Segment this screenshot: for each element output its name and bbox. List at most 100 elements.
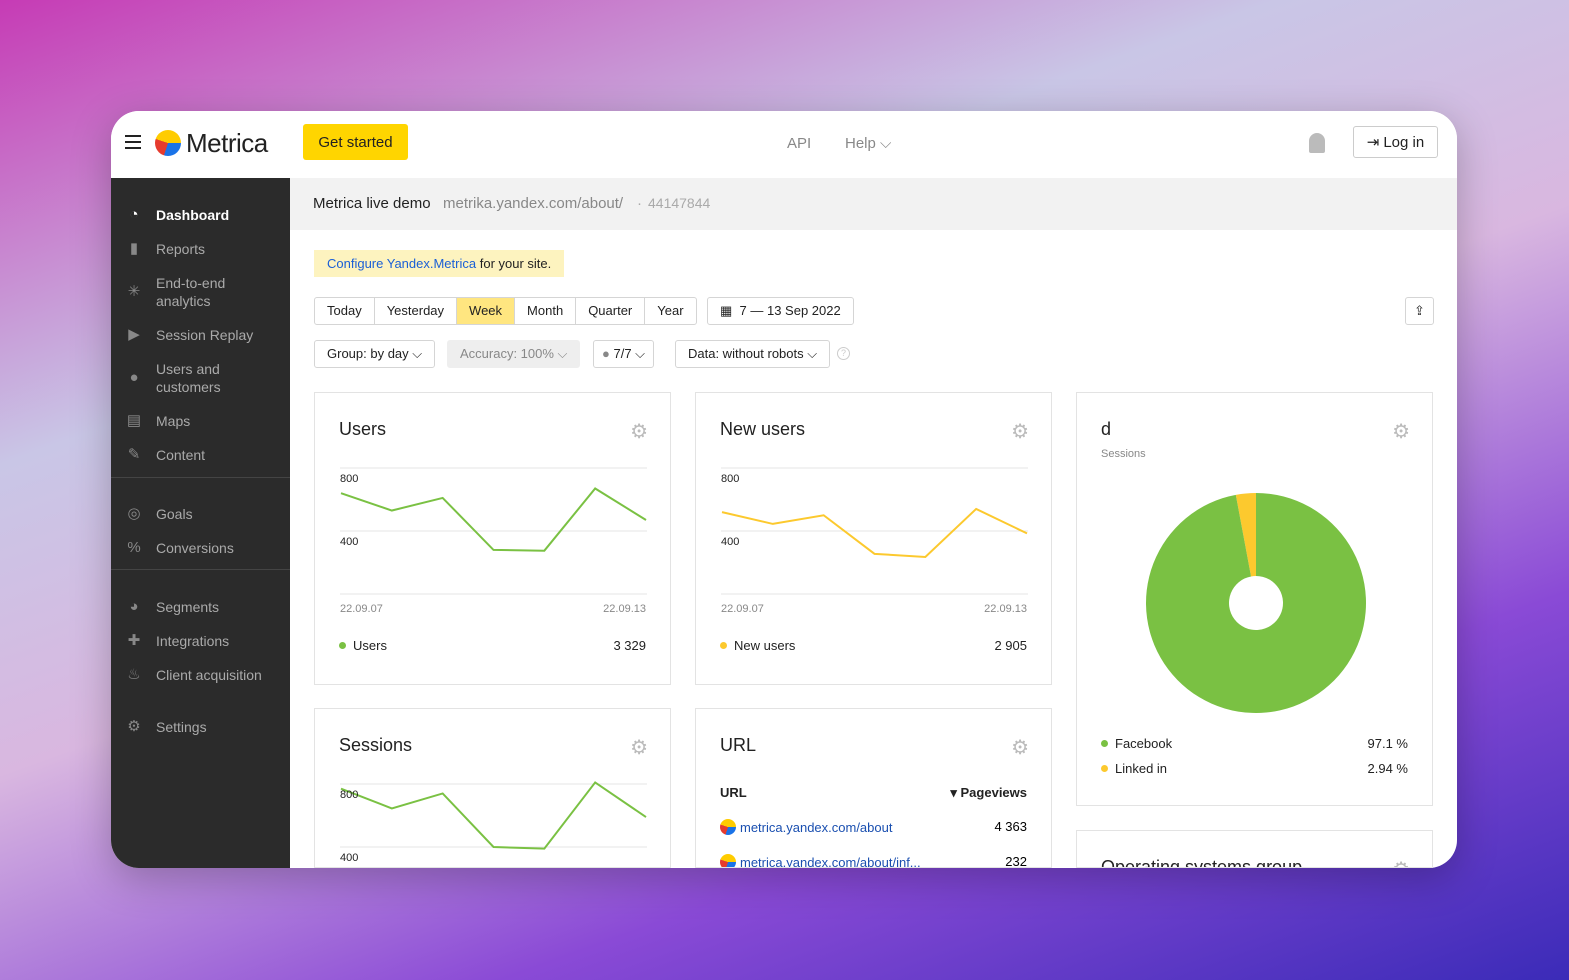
widget-title: URL bbox=[720, 735, 757, 755]
get-started-button[interactable]: Get started bbox=[303, 124, 408, 160]
table-row: metrica.yandex.com/about 4 363 bbox=[720, 819, 1027, 837]
sidebar-item-label: Segments bbox=[156, 599, 220, 615]
sidebar-item-integrations[interactable]: ✚ Integrations bbox=[111, 632, 290, 650]
group-dropdown[interactable]: Group: by day ⌵ bbox=[314, 340, 436, 368]
login-label: Log in bbox=[1383, 133, 1425, 151]
period-today[interactable]: Today bbox=[315, 298, 375, 324]
legend-label: New users bbox=[734, 638, 796, 653]
period-yesterday[interactable]: Yesterday bbox=[375, 298, 458, 324]
new-users-widget: New users ⚙ 800 400 22.09.07 22.09.13 Ne… bbox=[695, 392, 1052, 685]
sidebar-item-maps[interactable]: ▤ Maps bbox=[111, 412, 290, 430]
gauge-icon: ◔ bbox=[129, 206, 139, 223]
sidebar-item-settings[interactable]: ⚙ Settings bbox=[111, 718, 290, 736]
separator-dot: · bbox=[637, 195, 642, 212]
export-button[interactable]: ⇪ bbox=[1405, 297, 1434, 325]
accuracy-dropdown[interactable]: Accuracy: 100% ⌵ bbox=[447, 340, 581, 368]
bell-icon[interactable] bbox=[1309, 133, 1325, 153]
url-link[interactable]: metrica.yandex.com/about bbox=[740, 820, 893, 835]
sidebar-item-session-replay[interactable]: ▶ Session Replay bbox=[111, 326, 290, 344]
url-widget: URL ⚙ URL ▾ Pageviews metrica.yandex.com… bbox=[695, 708, 1052, 868]
attribution-label: 7/7 bbox=[613, 346, 632, 361]
sidebar-item-reports[interactable]: ▮ Reports bbox=[111, 240, 290, 258]
pageviews-value: 4 363 bbox=[994, 819, 1027, 834]
gear-icon[interactable]: ⚙ bbox=[1392, 857, 1410, 867]
date-range-picker[interactable]: ▦ 7 — 13 Sep 2022 bbox=[707, 297, 854, 325]
period-selector: Today Yesterday Week Month Quarter Year bbox=[314, 297, 697, 325]
sidebar-item-content[interactable]: ✎ Content bbox=[111, 446, 290, 464]
period-year[interactable]: Year bbox=[657, 303, 684, 318]
new-users-line-chart bbox=[721, 467, 1028, 595]
help-menu[interactable]: Help ⌵ bbox=[845, 135, 891, 152]
gear-icon[interactable]: ⚙ bbox=[1392, 421, 1410, 443]
gear-icon[interactable]: ⚙ bbox=[1011, 737, 1029, 759]
menu-icon[interactable] bbox=[125, 135, 141, 149]
url-link[interactable]: metrica.yandex.com/about/inf... bbox=[740, 855, 921, 868]
app-window: Metrica Get started API Help ⌵ ⇥ Log in ◔… bbox=[111, 111, 1457, 868]
counter-site: metrika.yandex.com/about/ bbox=[443, 195, 624, 212]
sidebar-item-users-and-customers[interactable]: ● Users and customers bbox=[111, 360, 290, 396]
login-button[interactable]: ⇥ Log in bbox=[1353, 126, 1438, 158]
sidebar-item-label: Settings bbox=[156, 719, 207, 735]
sparkle-icon: ✳ bbox=[127, 283, 141, 300]
x-tick-start: 22.09.07 bbox=[721, 603, 764, 615]
comment-icon: ● bbox=[602, 346, 610, 361]
target-icon: ◎ bbox=[127, 505, 141, 522]
data-label: Data: without robots bbox=[688, 346, 804, 361]
sidebar-item-label: Integrations bbox=[156, 633, 230, 649]
group-label: Group: by day bbox=[327, 346, 409, 361]
series-line bbox=[340, 487, 647, 552]
sidebar-item-label: Maps bbox=[156, 413, 191, 429]
counter-name[interactable]: Metrica live demo bbox=[313, 195, 431, 212]
legend-dot bbox=[1101, 765, 1108, 772]
period-quarter[interactable]: Quarter bbox=[576, 298, 646, 324]
data-dropdown[interactable]: Data: without robots ⌵ bbox=[675, 340, 831, 368]
sidebar: ◔ Dashboard ▮ Reports ✳ End-to-end analytics ▶… bbox=[111, 178, 290, 868]
date-range-label: 7 — 13 Sep 2022 bbox=[739, 303, 841, 318]
puzzle-icon: ✚ bbox=[127, 632, 141, 649]
top-header: Metrica Get started API Help ⌵ ⇥ Log in bbox=[111, 111, 1457, 178]
gear-icon[interactable]: ⚙ bbox=[630, 737, 648, 759]
legend-row: New users 2 905 bbox=[720, 638, 1027, 653]
help-icon[interactable]: ? bbox=[837, 347, 850, 360]
table-row: metrica.yandex.com/about/inf... 232 bbox=[720, 854, 1027, 868]
percent-icon: % bbox=[127, 539, 141, 556]
api-link[interactable]: API bbox=[787, 135, 812, 152]
legend-label: Facebook bbox=[1115, 736, 1173, 751]
y-tick: 800 bbox=[721, 473, 740, 485]
y-tick: 800 bbox=[340, 789, 359, 801]
sidebar-item-client-acquisition[interactable]: ♨ Client acquisition bbox=[111, 666, 290, 684]
favicon-icon bbox=[720, 819, 736, 835]
sidebar-item-label: End-to-end analytics bbox=[156, 275, 226, 309]
traffic-pie-widget: d ⚙ Sessions Facebook 97.1 % Linked in 2.9… bbox=[1076, 392, 1433, 806]
sidebar-item-conversions[interactable]: % Conversions bbox=[111, 539, 290, 557]
gear-icon[interactable]: ⚙ bbox=[630, 421, 648, 443]
sidebar-item-end-to-end-analytics[interactable]: ✳ End-to-end analytics bbox=[111, 274, 290, 310]
gear-icon[interactable]: ⚙ bbox=[1011, 421, 1029, 443]
pageviews-value: 232 bbox=[1005, 854, 1027, 868]
legend-row: Users 3 329 bbox=[339, 638, 646, 653]
play-icon: ▶ bbox=[128, 326, 140, 343]
sessions-pie-chart bbox=[1146, 493, 1366, 713]
sidebar-item-segments[interactable]: ◕ Segments bbox=[111, 598, 290, 616]
period-month[interactable]: Month bbox=[515, 298, 577, 324]
calendar-icon: ▦ bbox=[720, 303, 733, 318]
x-tick-start: 22.09.07 bbox=[340, 603, 383, 615]
pen-icon: ✎ bbox=[127, 446, 141, 463]
legend-row: Linked in 2.94 % bbox=[1101, 761, 1408, 776]
sidebar-item-dashboard[interactable]: ◔ Dashboard bbox=[111, 206, 290, 224]
column-header-pageviews[interactable]: ▾ Pageviews bbox=[950, 785, 1027, 800]
widget-subtitle: Sessions bbox=[1101, 448, 1146, 460]
column-header-url: URL bbox=[720, 785, 747, 800]
users-widget: Users ⚙ 800 400 22.09.07 22.09.13 Users 3… bbox=[314, 392, 671, 685]
period-week[interactable]: Week bbox=[457, 298, 516, 324]
legend-value: 97.1 % bbox=[1367, 736, 1408, 751]
sidebar-item-label: Content bbox=[156, 447, 206, 463]
brand-name[interactable]: Metrica bbox=[186, 128, 268, 158]
pie-slice-facebook[interactable] bbox=[1146, 493, 1366, 713]
configure-link[interactable]: Configure Yandex.Metrica bbox=[327, 256, 477, 271]
sidebar-item-goals[interactable]: ◎ Goals bbox=[111, 505, 290, 523]
attribution-dropdown[interactable]: ● 7/7 ⌵ bbox=[593, 340, 655, 368]
sidebar-item-label: Dashboard bbox=[156, 207, 230, 223]
pie-slice-linked-in[interactable] bbox=[1235, 493, 1256, 577]
bar-chart-icon: ▮ bbox=[129, 240, 139, 257]
